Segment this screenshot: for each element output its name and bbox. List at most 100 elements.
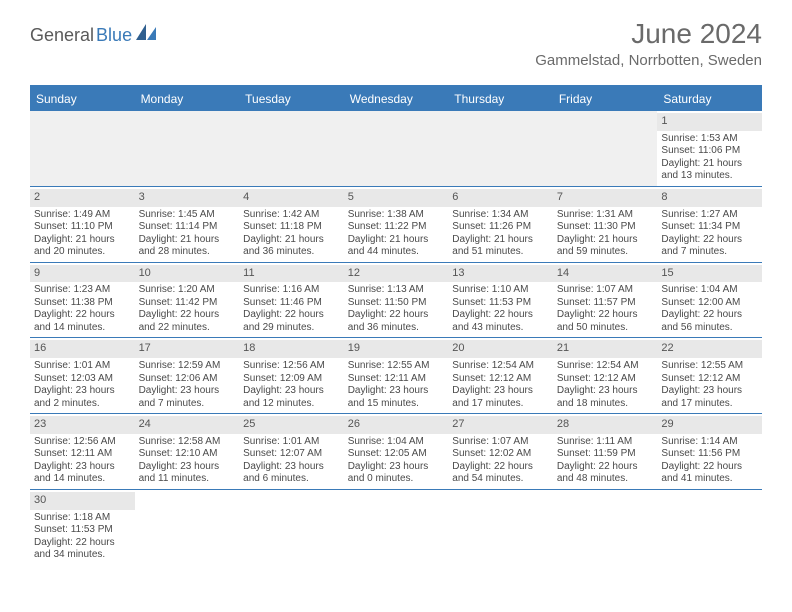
location: Gammelstad, Norrbotten, Sweden (535, 52, 762, 69)
daylight-text: Daylight: 22 hours (661, 461, 758, 474)
empty-cell (344, 490, 449, 565)
sunrise-text: Sunrise: 12:54 AM (557, 360, 654, 373)
empty-cell (135, 111, 240, 186)
weekday-header: Friday (553, 87, 658, 111)
daylight-text: Daylight: 22 hours (139, 309, 236, 322)
daylight-text: and 29 minutes. (243, 322, 340, 335)
daylight-text: Daylight: 21 hours (661, 158, 758, 171)
sunrise-text: Sunrise: 1:20 AM (139, 284, 236, 297)
day-number: 19 (344, 340, 449, 358)
daylight-text: Daylight: 22 hours (557, 461, 654, 474)
daylight-text: and 51 minutes. (452, 246, 549, 259)
daylight-text: and 50 minutes. (557, 322, 654, 335)
sunrise-text: Sunrise: 1:31 AM (557, 209, 654, 222)
sunset-text: Sunset: 12:12 AM (661, 373, 758, 386)
sunrise-text: Sunrise: 12:54 AM (452, 360, 549, 373)
sunrise-text: Sunrise: 1:07 AM (452, 436, 549, 449)
day-cell: 13Sunrise: 1:10 AMSunset: 11:53 PMDaylig… (448, 263, 553, 338)
week-row: 9Sunrise: 1:23 AMSunset: 11:38 PMDayligh… (30, 263, 762, 339)
daylight-text: and 14 minutes. (34, 473, 131, 486)
sunrise-text: Sunrise: 12:56 AM (243, 360, 340, 373)
sunrise-text: Sunrise: 12:58 AM (139, 436, 236, 449)
daylight-text: Daylight: 23 hours (557, 385, 654, 398)
sunrise-text: Sunrise: 1:45 AM (139, 209, 236, 222)
day-number: 4 (239, 189, 344, 207)
sunset-text: Sunset: 11:10 PM (34, 221, 131, 234)
daylight-text: Daylight: 23 hours (348, 385, 445, 398)
daylight-text: Daylight: 22 hours (661, 309, 758, 322)
day-number: 11 (239, 265, 344, 283)
sunset-text: Sunset: 12:05 AM (348, 448, 445, 461)
sunrise-text: Sunrise: 1:27 AM (661, 209, 758, 222)
day-cell: 24Sunrise: 12:58 AMSunset: 12:10 AMDayli… (135, 414, 240, 489)
day-number: 14 (553, 265, 658, 283)
sunset-text: Sunset: 11:06 PM (661, 145, 758, 158)
day-cell: 29Sunrise: 1:14 AMSunset: 11:56 PMDaylig… (657, 414, 762, 489)
sunset-text: Sunset: 11:59 PM (557, 448, 654, 461)
sunset-text: Sunset: 11:26 PM (452, 221, 549, 234)
day-number: 8 (657, 189, 762, 207)
day-number: 21 (553, 340, 658, 358)
daylight-text: and 22 minutes. (139, 322, 236, 335)
day-cell: 8Sunrise: 1:27 AMSunset: 11:34 PMDayligh… (657, 187, 762, 262)
daylight-text: Daylight: 23 hours (139, 461, 236, 474)
day-number: 22 (657, 340, 762, 358)
empty-cell (30, 111, 135, 186)
sunrise-text: Sunrise: 1:18 AM (34, 512, 131, 525)
daylight-text: Daylight: 23 hours (661, 385, 758, 398)
day-cell: 3Sunrise: 1:45 AMSunset: 11:14 PMDayligh… (135, 187, 240, 262)
sunset-text: Sunset: 11:53 PM (34, 524, 131, 537)
day-number: 28 (553, 416, 658, 434)
sunset-text: Sunset: 12:11 AM (34, 448, 131, 461)
logo-text-blue: Blue (96, 25, 132, 46)
daylight-text: and 48 minutes. (557, 473, 654, 486)
daylight-text: and 12 minutes. (243, 398, 340, 411)
day-number: 25 (239, 416, 344, 434)
day-number: 10 (135, 265, 240, 283)
day-cell: 9Sunrise: 1:23 AMSunset: 11:38 PMDayligh… (30, 263, 135, 338)
day-cell: 1Sunrise: 1:53 AMSunset: 11:06 PMDayligh… (657, 111, 762, 186)
sunrise-text: Sunrise: 1:34 AM (452, 209, 549, 222)
sunrise-text: Sunrise: 1:04 AM (348, 436, 445, 449)
day-cell: 19Sunrise: 12:55 AMSunset: 12:11 AMDayli… (344, 338, 449, 413)
sunset-text: Sunset: 11:50 PM (348, 297, 445, 310)
empty-cell (657, 490, 762, 565)
daylight-text: and 7 minutes. (661, 246, 758, 259)
day-number: 12 (344, 265, 449, 283)
day-cell: 21Sunrise: 12:54 AMSunset: 12:12 AMDayli… (553, 338, 658, 413)
daylight-text: and 15 minutes. (348, 398, 445, 411)
sunset-text: Sunset: 11:22 PM (348, 221, 445, 234)
day-number: 16 (30, 340, 135, 358)
daylight-text: and 34 minutes. (34, 549, 131, 562)
sunset-text: Sunset: 12:12 AM (452, 373, 549, 386)
daylight-text: Daylight: 22 hours (452, 309, 549, 322)
day-cell: 6Sunrise: 1:34 AMSunset: 11:26 PMDayligh… (448, 187, 553, 262)
daylight-text: Daylight: 21 hours (348, 234, 445, 247)
sunset-text: Sunset: 11:42 PM (139, 297, 236, 310)
sunrise-text: Sunrise: 12:55 AM (348, 360, 445, 373)
sunset-text: Sunset: 12:02 AM (452, 448, 549, 461)
sunset-text: Sunset: 11:53 PM (452, 297, 549, 310)
daylight-text: Daylight: 22 hours (557, 309, 654, 322)
empty-cell (239, 111, 344, 186)
empty-cell (448, 490, 553, 565)
daylight-text: Daylight: 22 hours (348, 309, 445, 322)
daylight-text: and 20 minutes. (34, 246, 131, 259)
daylight-text: Daylight: 22 hours (452, 461, 549, 474)
daylight-text: Daylight: 23 hours (243, 385, 340, 398)
sunset-text: Sunset: 11:18 PM (243, 221, 340, 234)
sunrise-text: Sunrise: 1:04 AM (661, 284, 758, 297)
daylight-text: Daylight: 21 hours (139, 234, 236, 247)
sunrise-text: Sunrise: 1:38 AM (348, 209, 445, 222)
empty-cell (553, 111, 658, 186)
daylight-text: and 54 minutes. (452, 473, 549, 486)
day-cell: 26Sunrise: 1:04 AMSunset: 12:05 AMDaylig… (344, 414, 449, 489)
daylight-text: and 59 minutes. (557, 246, 654, 259)
weekday-header: Wednesday (344, 87, 449, 111)
daylight-text: Daylight: 23 hours (452, 385, 549, 398)
sunrise-text: Sunrise: 12:56 AM (34, 436, 131, 449)
day-cell: 12Sunrise: 1:13 AMSunset: 11:50 PMDaylig… (344, 263, 449, 338)
daylight-text: Daylight: 21 hours (557, 234, 654, 247)
daylight-text: Daylight: 21 hours (243, 234, 340, 247)
daylight-text: Daylight: 23 hours (139, 385, 236, 398)
